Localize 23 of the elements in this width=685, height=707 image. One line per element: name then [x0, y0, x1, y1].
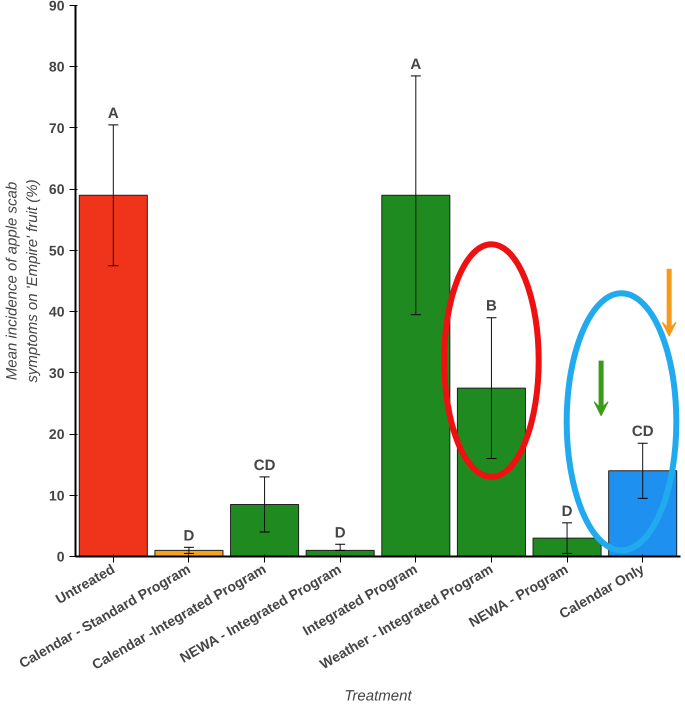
bar [78, 194, 148, 556]
x-axis-title: Treatment [344, 688, 412, 705]
y-tick-label: 60 [48, 181, 65, 198]
y-tick-label: 70 [48, 120, 65, 136]
y-tick-label: 20 [48, 426, 65, 442]
annotation: CD [254, 456, 276, 474]
y-tick-label: 90 [48, 0, 65, 14]
annotation: D [562, 502, 573, 520]
bar [532, 538, 602, 556]
bar [230, 504, 300, 556]
y-tick-label: 80 [48, 58, 65, 75]
y-tick-label: 50 [48, 242, 65, 258]
annotation: D [334, 524, 346, 542]
y-axis-title: Mean incidence of apple scab symptoms on 'Empire' fruit (%) [4, 179, 41, 383]
annotation: A [410, 56, 422, 73]
y-tick-label: 0 [56, 548, 65, 564]
y-tick-label: 10 [48, 487, 65, 504]
annotation: CD [632, 423, 654, 440]
annotation: A [108, 104, 119, 122]
y-tick-label: 30 [48, 364, 65, 381]
annotation: B [486, 298, 498, 315]
y-tick-label: 40 [48, 304, 65, 320]
annotation: D [184, 527, 195, 544]
